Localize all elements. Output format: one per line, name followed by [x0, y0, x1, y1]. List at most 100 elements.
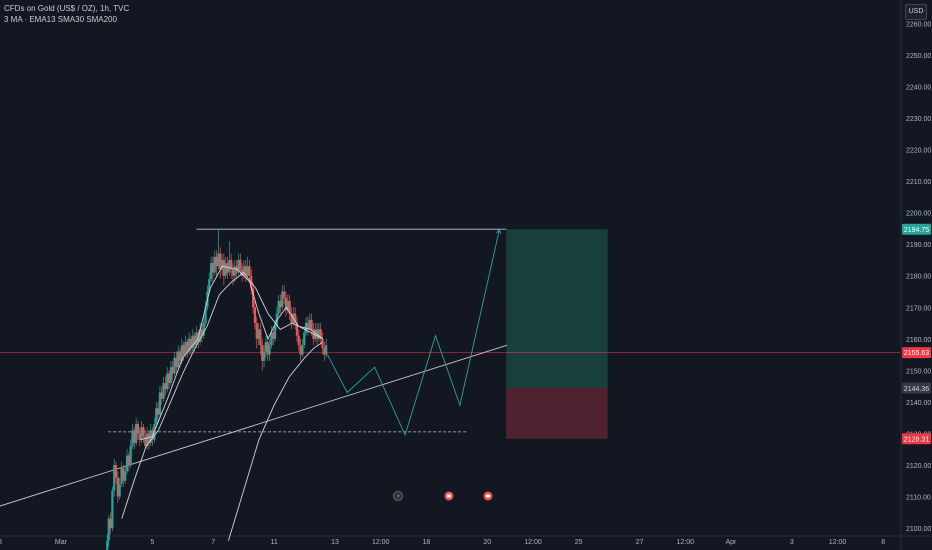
x-tick-label: 13	[331, 539, 339, 546]
moving-averages	[121, 265, 324, 541]
candle-body	[230, 259, 233, 270]
candle-body	[301, 345, 304, 355]
candle-body	[251, 288, 255, 308]
y-tick-label: 2210.00	[906, 179, 931, 186]
candle-body	[266, 341, 269, 355]
candle-body	[295, 323, 299, 336]
candle-body	[281, 291, 284, 308]
candle-body	[188, 338, 191, 352]
time-axis[interactable]: 8 Mar 5 7 11 13 12:00 18 20 12:00 25 27 12:00 Apr 3 12:…	[0, 539, 885, 546]
candle-body	[264, 341, 267, 352]
y-tick-label: 2140.00	[906, 400, 931, 407]
candle-body	[323, 348, 326, 355]
x-tick-label: 12:00	[829, 539, 847, 546]
candle-body	[125, 455, 129, 472]
event-flag-icon[interactable]	[444, 491, 454, 501]
candle-body	[303, 332, 306, 346]
candle-body	[109, 518, 112, 529]
x-tick-label: 12:00	[524, 539, 542, 546]
candle-body	[228, 259, 231, 273]
candle-body	[204, 307, 207, 324]
candle-body	[147, 433, 151, 443]
candle-body	[268, 345, 271, 355]
candle-body	[106, 540, 109, 550]
candle-body	[283, 291, 286, 298]
candle-body	[173, 357, 176, 374]
candle-body	[186, 341, 189, 352]
candle-body	[272, 332, 275, 339]
candle-body	[239, 259, 242, 270]
candle-body	[135, 424, 138, 443]
candle-body	[118, 483, 121, 497]
candle-body	[120, 468, 123, 484]
candle-body	[286, 300, 289, 311]
candle-body	[124, 471, 127, 481]
event-flash-icon[interactable]	[393, 491, 403, 501]
candle-body	[199, 329, 202, 342]
price-label-box	[902, 382, 931, 394]
target-zone	[506, 229, 608, 389]
candle-body	[164, 382, 167, 390]
projection-path	[327, 229, 500, 437]
candle-body	[222, 259, 225, 276]
y-tick-label: 2260.00	[906, 21, 931, 28]
candle-body	[253, 307, 257, 324]
price-label-text: 2194.75	[904, 227, 929, 234]
candle-body	[233, 266, 236, 276]
symbol-title[interactable]: CFDs on Gold (US$ / OZ), 1h, TVC	[4, 4, 130, 13]
candle-body	[261, 345, 264, 361]
candle-body	[262, 351, 266, 361]
x-tick-label: 3	[790, 539, 794, 546]
candle-body	[321, 338, 324, 349]
candle-body	[208, 278, 211, 292]
position-zones	[506, 229, 608, 439]
candle-body	[231, 269, 235, 276]
price-axis[interactable]: 2100.002110.002120.002130.002140.002150.…	[906, 21, 931, 533]
candle-body	[107, 518, 110, 541]
ascending-trendline	[0, 344, 508, 507]
candle-body	[142, 427, 145, 437]
y-tick-label: 2100.00	[906, 526, 931, 533]
candle-body	[195, 332, 198, 346]
x-tick-label: 5	[150, 539, 154, 546]
candle-body	[175, 357, 178, 368]
candle-body	[133, 430, 136, 443]
candle-body	[184, 341, 187, 355]
candle-body	[113, 465, 116, 491]
candle-body	[325, 345, 328, 355]
candle-body	[277, 300, 280, 314]
candle-body	[288, 300, 291, 314]
candle-body	[166, 373, 169, 390]
candle-body	[116, 477, 119, 497]
event-flag-icon[interactable]	[483, 491, 493, 501]
candle-body	[226, 263, 229, 273]
candle-body	[162, 382, 165, 399]
candle-body	[297, 335, 300, 346]
candle-body	[127, 455, 130, 466]
candle-body	[171, 367, 174, 374]
candle-body	[314, 329, 317, 339]
candle-body	[259, 329, 262, 346]
candle-body	[182, 345, 185, 355]
candle-body	[146, 433, 149, 447]
candle-body	[244, 266, 247, 276]
indicator-legend[interactable]: 3 MA · EMA13 SMA30 SMA200	[4, 15, 117, 24]
candle-body	[255, 323, 258, 339]
candle-body	[136, 424, 140, 434]
price-label-text: 2128.31	[904, 436, 929, 443]
candle-body	[180, 345, 183, 361]
stop-zone	[506, 388, 608, 439]
currency-button[interactable]: USD	[905, 4, 927, 20]
event-markers[interactable]	[393, 491, 493, 501]
drawing-lines	[0, 228, 900, 507]
price-label-box	[902, 347, 931, 359]
y-tick-label: 2190.00	[906, 242, 931, 249]
candle-body	[220, 259, 224, 270]
x-tick-label: 27	[636, 539, 644, 546]
candle-body	[140, 427, 143, 440]
candle-body	[211, 263, 214, 273]
x-tick-label: Mar	[55, 539, 68, 546]
